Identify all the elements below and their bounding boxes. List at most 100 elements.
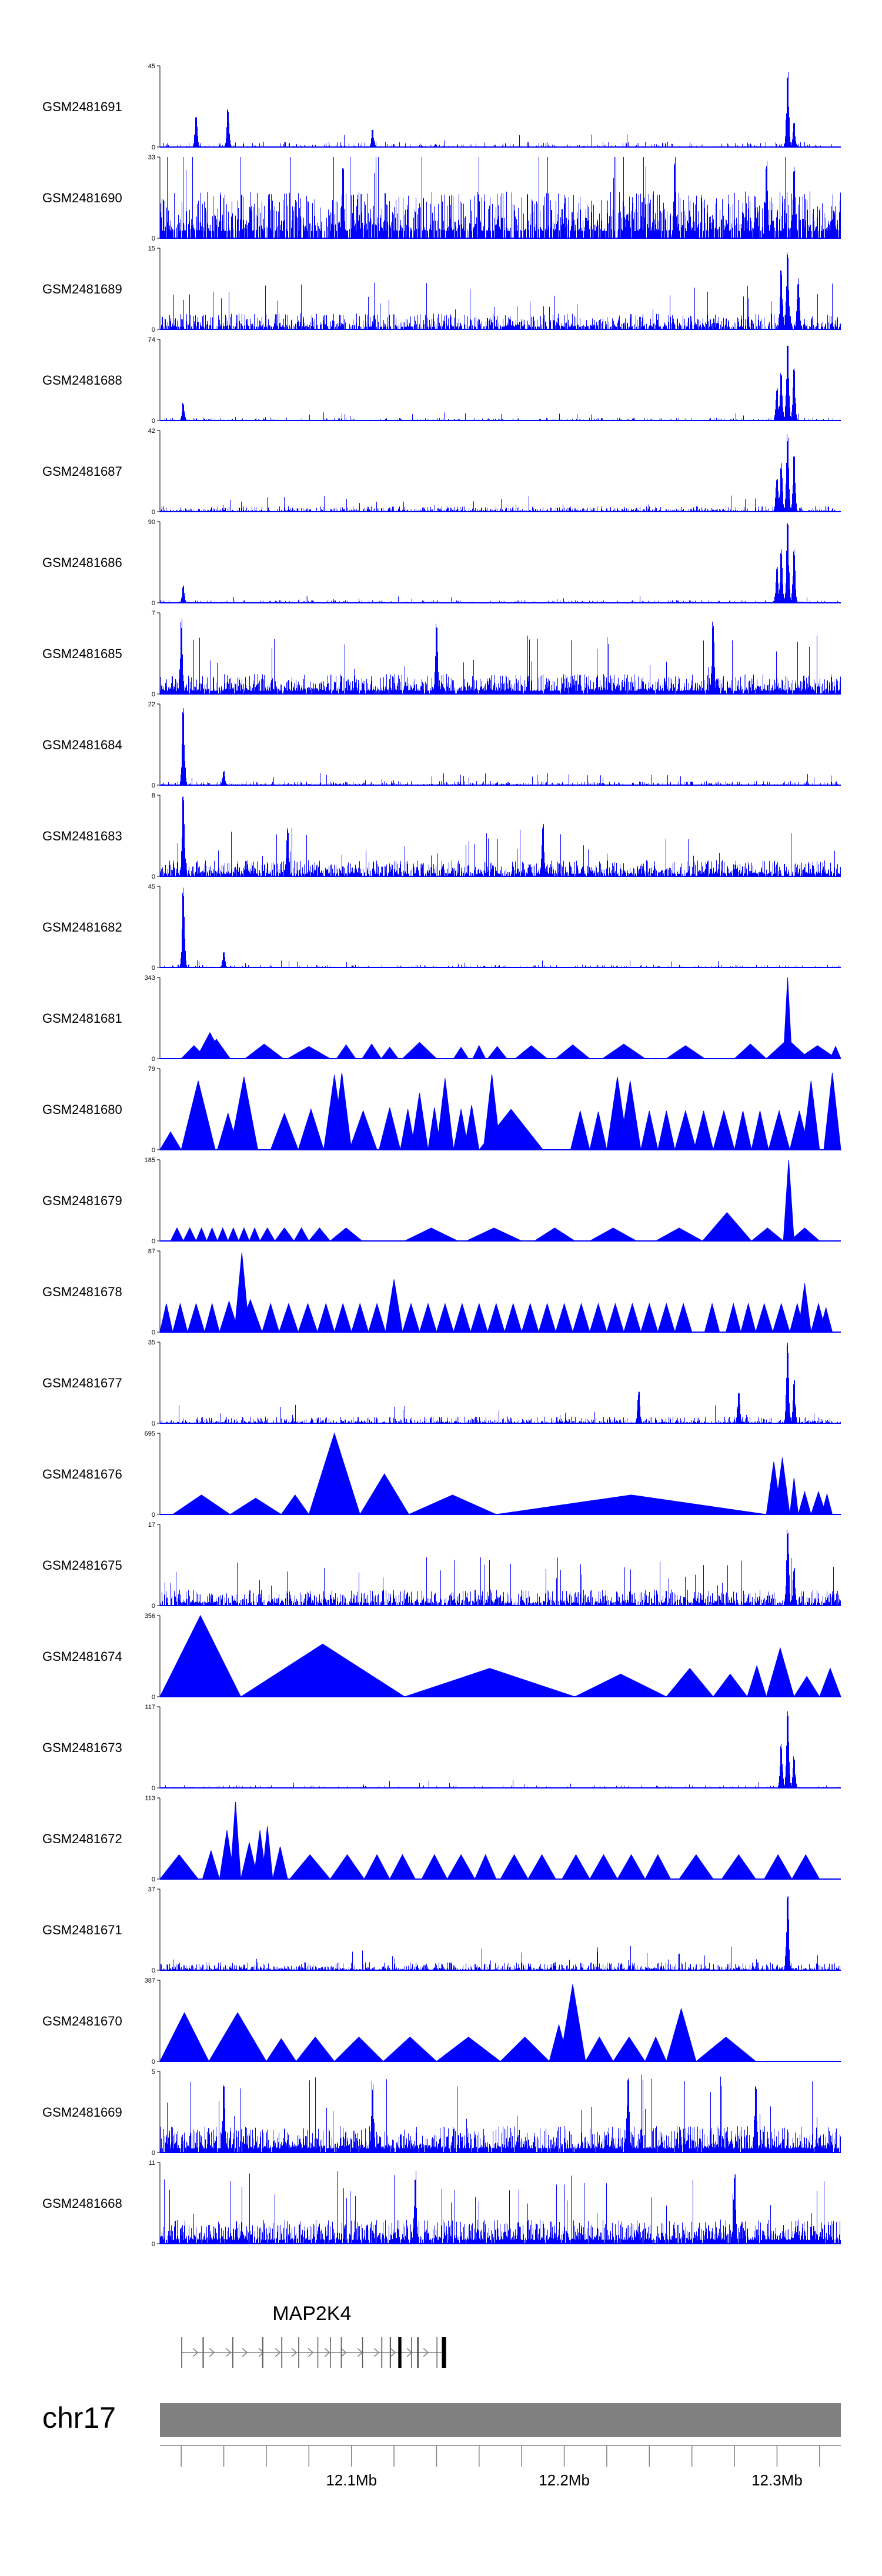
signal-peak xyxy=(170,1227,184,1242)
y-tick-label-zero: 0 xyxy=(152,509,155,516)
signal-peak xyxy=(332,1072,352,1150)
exon xyxy=(330,2337,331,2368)
signal-bars xyxy=(160,434,840,512)
y-tick-label-zero: 0 xyxy=(152,144,155,151)
strand-arrow xyxy=(390,2348,396,2357)
signal-peak xyxy=(504,1302,522,1333)
signal-peak xyxy=(570,1110,590,1150)
signal-peak xyxy=(772,1302,790,1333)
signal-peak xyxy=(208,2012,267,2062)
signal-peak xyxy=(202,1039,231,1059)
signal-peak xyxy=(789,1227,821,1242)
y-tick-label-max: 33 xyxy=(148,154,155,161)
signal-peak xyxy=(453,1046,469,1059)
track-gsm2481669: GSM2481669 5 0 xyxy=(42,2068,841,2157)
signal-peak xyxy=(435,2036,502,2062)
signal-peak xyxy=(446,1854,476,1880)
track-gsm2481686: GSM2481686 90 0 xyxy=(42,519,841,607)
track-label: GSM2481688 xyxy=(42,373,122,388)
track-gsm2481684: GSM2481684 22 0 xyxy=(42,701,841,789)
signal-peak xyxy=(644,1854,671,1880)
track-gsm2481681: GSM2481681 343 0 xyxy=(42,975,841,1063)
strand-arrow xyxy=(324,2348,330,2357)
strand-arrow xyxy=(291,2348,298,2357)
signal-peak xyxy=(487,1046,507,1059)
signal-peak xyxy=(351,1302,369,1333)
track-label: GSM2481684 xyxy=(42,738,122,752)
strand-arrow xyxy=(275,2348,281,2357)
signal-peak xyxy=(286,1046,332,1059)
signal-peak xyxy=(783,1159,794,1242)
signal-peak xyxy=(229,1497,283,1515)
y-tick-label-max: 42 xyxy=(148,428,155,435)
y-tick-label-max: 185 xyxy=(145,1157,155,1164)
y-tick-label-max: 22 xyxy=(148,701,155,708)
signal-peak xyxy=(359,1473,410,1515)
signal-peak xyxy=(704,1302,720,1333)
signal-peak xyxy=(436,1302,455,1333)
y-tick-label-zero: 0 xyxy=(152,873,155,880)
signal-bars xyxy=(160,2074,841,2153)
exon xyxy=(202,2337,204,2368)
exon xyxy=(232,2337,233,2368)
exon xyxy=(281,2337,283,2368)
track-gsm2481672: GSM2481672 113 0 xyxy=(42,1795,841,1883)
signal-peak xyxy=(640,1110,659,1150)
exon xyxy=(389,2337,391,2368)
signal-peak xyxy=(402,1302,420,1333)
y-tick-label-zero: 0 xyxy=(152,2058,155,2066)
y-tick-label-zero: 0 xyxy=(152,1420,155,1427)
signal-peak xyxy=(740,1302,756,1333)
signal-peak xyxy=(514,1045,549,1059)
y-tick-label-zero: 0 xyxy=(152,1967,155,1974)
signal-peak xyxy=(750,1227,784,1242)
track-gsm2481674: GSM2481674 356 0 xyxy=(42,1613,841,1701)
y-tick-label-max: 17 xyxy=(148,1521,155,1529)
track-gsm2481689: GSM2481689 15 0 xyxy=(42,245,841,333)
y-tick-label-max: 87 xyxy=(148,1248,155,1255)
signal-peak xyxy=(589,1111,607,1150)
signal-peak xyxy=(244,1043,285,1059)
track-label: GSM2481669 xyxy=(42,2105,122,2120)
y-tick-label-max: 7 xyxy=(152,610,155,617)
signal-peak xyxy=(463,1105,480,1150)
track-label: GSM2481681 xyxy=(42,1011,122,1026)
signal-peak xyxy=(159,1131,182,1150)
track-label: GSM2481672 xyxy=(42,1831,122,1846)
track-label: GSM2481674 xyxy=(42,1649,122,1664)
signal-peak xyxy=(308,1432,360,1515)
signal-peak xyxy=(721,1854,757,1880)
exon xyxy=(262,2337,263,2368)
signal-peak xyxy=(521,1302,539,1333)
exon xyxy=(417,2337,419,2368)
signal-peak xyxy=(751,1110,769,1150)
signal-peak xyxy=(602,1043,646,1059)
signal-peak xyxy=(238,1299,263,1333)
signal-peak xyxy=(298,1108,325,1150)
signal-bars xyxy=(161,1896,840,1970)
chromosome-bar xyxy=(160,2403,841,2437)
signal-peak xyxy=(640,1302,659,1333)
y-tick-label-zero: 0 xyxy=(152,1785,155,1792)
track-label: GSM2481685 xyxy=(42,646,122,661)
signal-peak xyxy=(789,1477,799,1515)
signal-peak xyxy=(274,1227,295,1242)
signal-peak xyxy=(695,2036,757,2062)
signal-peak xyxy=(654,1227,704,1242)
signal-peak xyxy=(623,1302,642,1333)
signal-peak xyxy=(572,1302,590,1333)
track-gsm2481691: GSM2481691 45 0 xyxy=(42,63,841,151)
signal-peak xyxy=(195,1227,208,1242)
signal-peak xyxy=(262,1302,280,1333)
signal-peak xyxy=(289,1854,331,1880)
track-label: GSM2481682 xyxy=(42,920,122,935)
y-tick-label-max: 387 xyxy=(145,1977,155,1984)
signal-peak xyxy=(774,1457,790,1515)
signal-peak xyxy=(159,1303,173,1333)
track-gsm2481668: GSM2481668 11 0 xyxy=(42,2160,841,2248)
signal-peak xyxy=(819,1667,841,1697)
signal-peak xyxy=(249,1227,260,1242)
signal-peak xyxy=(293,1227,310,1242)
signal-peak xyxy=(821,1493,833,1515)
signal-peak xyxy=(419,1302,437,1333)
